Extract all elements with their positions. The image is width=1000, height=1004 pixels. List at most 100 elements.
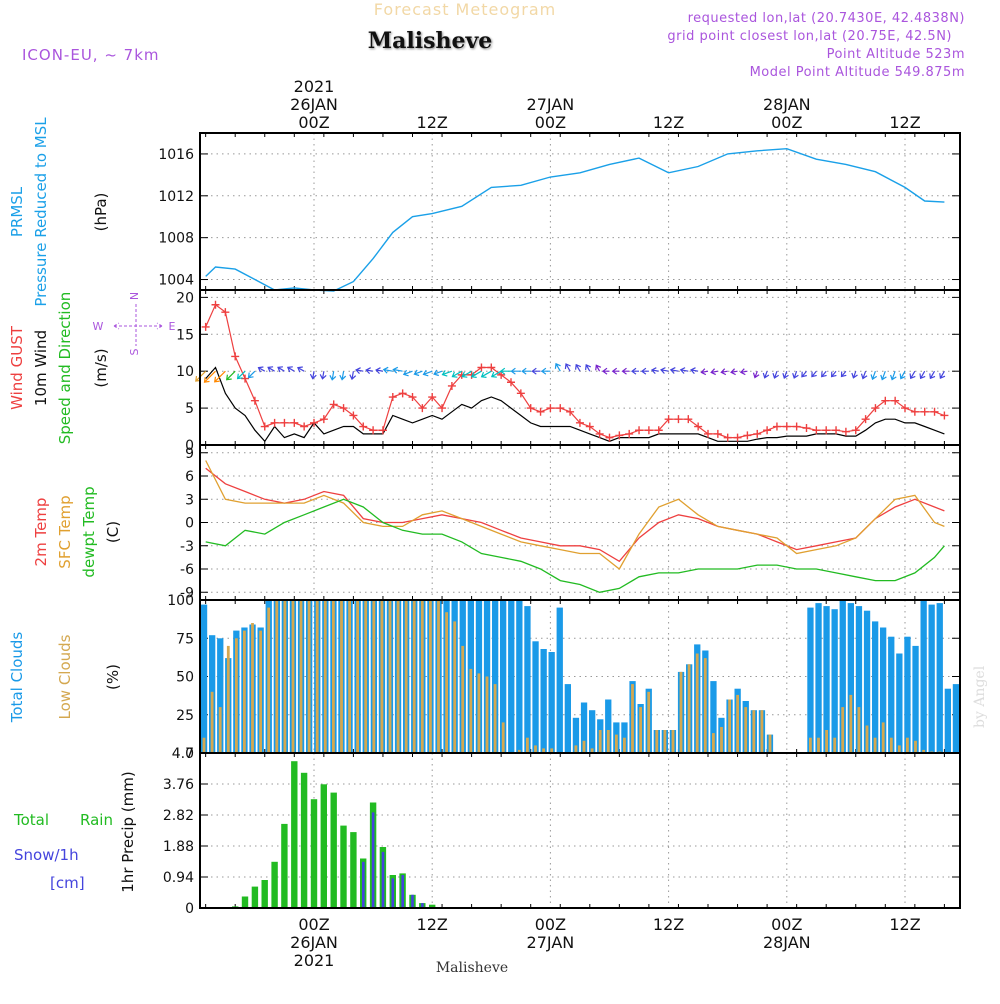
gust-marker (792, 422, 801, 431)
low-cloud-bar (323, 600, 327, 753)
low-cloud-bar (574, 745, 578, 753)
gust-marker (211, 300, 220, 309)
wind-direction-arrow (679, 367, 689, 374)
total-cloud-bar (847, 603, 854, 753)
low-cloud-bar (542, 748, 545, 753)
requested-coords: requested lon,lat (20.7430E, 42.4838N) (688, 11, 965, 26)
gust-marker (556, 404, 565, 413)
wind-direction-arrow (319, 371, 327, 380)
y-tick-label: 25 (176, 708, 194, 724)
low-cloud-bar (283, 600, 287, 753)
compass-e: E (169, 320, 176, 333)
point-altitude: Point Altitude 523m (827, 47, 965, 62)
wind-direction-arrow (575, 363, 582, 372)
y-tick-label: -3 (180, 539, 194, 555)
total-cloud-bar (944, 688, 951, 753)
gust-marker (447, 381, 456, 390)
low-cloud-bar (291, 600, 295, 753)
wind-direction-arrow (660, 367, 669, 374)
low-cloud-bar (695, 653, 699, 753)
day-label-bottom: 28JAN (763, 933, 811, 952)
gust-marker (930, 407, 939, 416)
y-tick-label: 1008 (158, 231, 194, 247)
low-cloud-bar (380, 600, 384, 753)
wind-line (205, 366, 945, 443)
wind-direction-arrow (236, 370, 246, 380)
total-cloud-bar (872, 621, 879, 753)
gust-marker (369, 426, 378, 435)
rain-bar (291, 761, 298, 908)
low-cloud-bar (615, 734, 618, 753)
low-cloud-bar (873, 737, 877, 753)
wind-direction-arrow (585, 364, 592, 372)
top-time-axis: 00Z 12Z 00Z 12Z 00Z 12Z 26JAN 27JAN 28JAN 2021 (290, 77, 921, 132)
y-tick-label: 9 (185, 446, 194, 462)
low-cloud-bar (348, 600, 351, 753)
y-tick-label: 0 (185, 516, 194, 532)
gust-marker (221, 308, 230, 317)
gust-marker (733, 433, 742, 442)
gust-marker (546, 404, 555, 413)
gust-marker (507, 378, 515, 387)
wind-direction-arrow (286, 366, 295, 373)
gust-marker (920, 407, 929, 416)
low-cloud-bar (906, 737, 909, 753)
low-cloud-bar (590, 748, 594, 753)
time-label-top: 00Z (535, 113, 566, 132)
gust-marker (822, 426, 831, 435)
low-cloud-bar (663, 730, 667, 753)
y-tick-label: 0.94 (163, 870, 194, 886)
wind-direction-arrow (402, 369, 413, 377)
wind-direction-arrow (309, 371, 317, 380)
low-cloud-bar (332, 600, 335, 753)
total-cloud-bar (556, 607, 563, 753)
time-label-top: 12Z (417, 113, 448, 132)
gust-marker (250, 396, 259, 405)
low-cloud-bar (243, 630, 246, 753)
wind-direction-arrow (349, 371, 357, 381)
y-tick-label: 1012 (158, 189, 194, 205)
low-cloud-bar (914, 740, 917, 753)
rain-bar (281, 823, 288, 908)
wind-direction-arrow (451, 370, 463, 378)
gust-marker (477, 363, 486, 372)
low-cloud-bar (526, 737, 529, 753)
total-cloud-bar (928, 604, 935, 753)
total-cloud-bar (839, 600, 846, 753)
low-cloud-bar (582, 740, 586, 753)
gust-marker (901, 404, 909, 413)
wind-ylabel: Speed and Direction (56, 292, 74, 445)
total-cloud-bar (815, 603, 822, 753)
low-cloud-bar (598, 730, 602, 753)
gust-marker (418, 404, 427, 413)
wind-direction-arrow (801, 370, 807, 378)
low-cloud-bar (445, 612, 448, 753)
pressure-ylabel: (hPa) (92, 193, 110, 232)
wind-direction-arrow (297, 366, 305, 373)
total-cloud-bar (548, 652, 555, 753)
wind-direction-arrow (880, 370, 887, 381)
time-label-top: 12Z (653, 113, 684, 132)
compass-arrows (113, 304, 163, 346)
gust-marker (339, 404, 348, 413)
y-tick-label: 20 (176, 290, 194, 306)
low-cloud-bar (372, 600, 376, 753)
cloud-ylabel: Low Clouds (56, 634, 74, 719)
gust-marker (516, 389, 525, 398)
day-label-bottom: 27JAN (527, 933, 575, 952)
gust-marker (763, 426, 772, 435)
gust-marker (674, 415, 683, 424)
day-label-top: 26JAN (290, 95, 338, 114)
low-cloud-bar (275, 600, 279, 753)
total-cloud-bar (524, 606, 531, 753)
gust-marker (231, 352, 240, 361)
total-cloud-bar (580, 702, 588, 753)
cloud-ylabel: Total Clouds (8, 632, 26, 724)
low-cloud-bar (865, 725, 869, 753)
low-cloud-bar (623, 737, 626, 753)
wind-direction-arrow (433, 369, 443, 377)
wind-direction-arrow (851, 370, 858, 379)
gust-marker (615, 431, 624, 440)
low-cloud-bar (647, 691, 651, 753)
